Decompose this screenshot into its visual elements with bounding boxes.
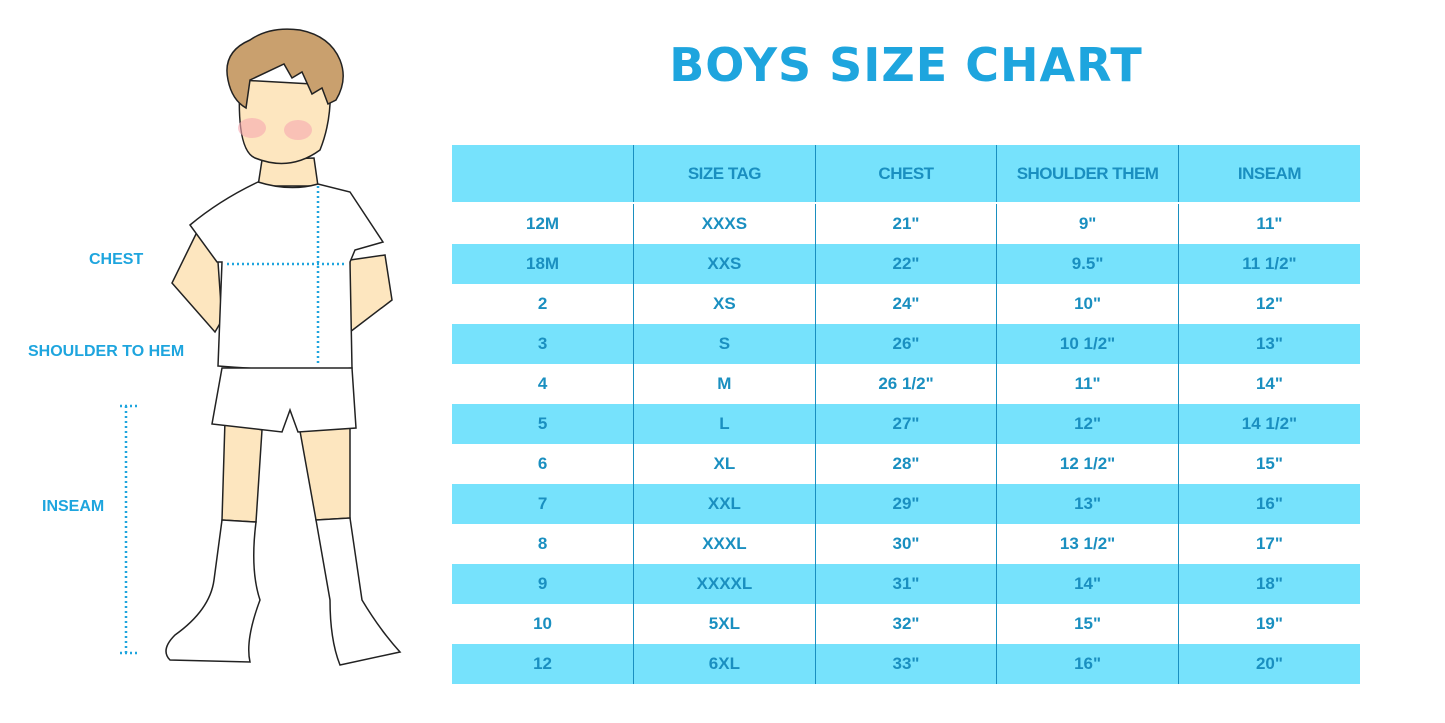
header-size-tag: SIZE TAG (633, 145, 816, 203)
cell-chest: 30" (814, 524, 997, 564)
cell-age: 6 (537, 454, 548, 473)
cell-chest: 28" (814, 444, 997, 484)
cell-age: 5 (452, 404, 634, 444)
cell-inseam: 20" (1177, 644, 1360, 684)
table-row: 18M XXS 22" 9.5" 11 1/2" (452, 244, 1360, 284)
cell-chest: 24" (814, 284, 997, 324)
cell-size-tag: 6XL (633, 644, 816, 684)
cell-size-tag: XXXS (633, 202, 816, 244)
cell-inseam: 13" (1177, 324, 1360, 364)
cell-size-tag: M (633, 364, 816, 404)
table-row: 8 XXXL 30" 13 1/2" 17" (452, 524, 1360, 564)
table-row: 4 M 26 1/2" 11" 14" (452, 364, 1360, 404)
cell-inseam: 12" (1177, 284, 1360, 324)
cell-shoulder: 10" (996, 284, 1179, 324)
table-row: 9 XXXXL 31" 14" 18" (452, 564, 1360, 604)
header-shoulder: SHOULDER THEM (996, 145, 1179, 203)
cell-shoulder: 9" (996, 202, 1179, 244)
cell-age: 9 (452, 564, 634, 604)
cell-shoulder: 16" (996, 644, 1179, 684)
cell-chest: 21" (814, 202, 997, 244)
cell-age: 12M (452, 202, 634, 244)
table-row: 3 S 26" 10 1/2" 13" (452, 324, 1360, 364)
cell-age: 3 (452, 324, 634, 364)
cell-size-tag: XS (633, 284, 816, 324)
cell-shoulder: 13 1/2" (996, 524, 1179, 564)
cell-size-tag: XXL (633, 484, 816, 524)
cell-inseam: 11" (1177, 202, 1360, 244)
table-row: 10 5XL 32" 15" 19" (452, 604, 1360, 644)
cell-chest: 29" (814, 484, 997, 524)
cell-age: 18M (452, 244, 634, 284)
header-chest: CHEST (814, 145, 997, 203)
cell-size-tag: 5XL (633, 604, 816, 644)
cell-size-tag: XXXL (633, 524, 816, 564)
cell-chest: 22" (814, 244, 997, 284)
cell-age: 7 (452, 484, 634, 524)
cell-inseam: 18" (1177, 564, 1360, 604)
header-age (452, 145, 634, 203)
cell-size-tag: XXS (633, 244, 816, 284)
table-row: 2 XS 24" 10" 12" (452, 284, 1360, 324)
cell-age: 4 (537, 374, 548, 393)
cell-shoulder: 13" (996, 484, 1179, 524)
chest-label: CHEST (89, 251, 144, 268)
cell-size-tag: XXXXL (633, 564, 816, 604)
shoulder-to-hem-label: SHOULDER TO HEM (28, 343, 185, 360)
cell-age: 12 (452, 644, 634, 684)
cell-size-tag: XL (633, 444, 816, 484)
cell-inseam: 15" (1177, 444, 1360, 484)
cell-age: 10 (533, 614, 552, 633)
cell-inseam: 17" (1177, 524, 1360, 564)
cell-size-tag: L (633, 404, 816, 444)
cell-chest: 33" (814, 644, 997, 684)
header-inseam: INSEAM (1177, 145, 1360, 203)
boy-illustration (120, 28, 402, 666)
cell-inseam: 14" (1177, 364, 1360, 404)
cell-age: 2 (537, 294, 548, 313)
cell-shoulder: 12" (996, 404, 1179, 444)
cell-size-tag: S (633, 324, 816, 364)
cell-chest: 32" (814, 604, 997, 644)
cell-age: 8 (537, 534, 548, 553)
table-row: 6 XL 28" 12 1/2" 15" (452, 444, 1360, 484)
table-header-row: SIZE TAG CHEST SHOULDER THEM INSEAM (452, 145, 1360, 203)
page-title: BOYS SIZE CHART (669, 38, 1143, 92)
cell-shoulder: 9.5" (996, 244, 1179, 284)
cell-inseam: 19" (1177, 604, 1360, 644)
cell-shoulder: 12 1/2" (996, 444, 1179, 484)
cell-chest: 26" (814, 324, 997, 364)
cell-shoulder: 14" (996, 564, 1179, 604)
cell-chest: 31" (814, 564, 997, 604)
cell-inseam: 14 1/2" (1177, 404, 1360, 444)
size-chart-table: SIZE TAG CHEST SHOULDER THEM INSEAM 12M X… (452, 145, 1360, 684)
cell-shoulder: 15" (996, 604, 1179, 644)
table-row: 7 XXL 29" 13" 16" (452, 484, 1360, 524)
table-row: 12 6XL 33" 16" 20" (452, 644, 1360, 684)
cell-shoulder: 11" (996, 364, 1179, 404)
cell-inseam: 11 1/2" (1177, 244, 1360, 284)
cell-shoulder: 10 1/2" (996, 324, 1179, 364)
cell-chest: 27" (814, 404, 997, 444)
cell-inseam: 16" (1177, 484, 1360, 524)
inseam-label: INSEAM (42, 498, 105, 515)
cell-chest: 26 1/2" (814, 364, 997, 404)
table-row: 5 L 27" 12" 14 1/2" (452, 404, 1360, 444)
table-row: 12M XXXS 21" 9" 11" (452, 202, 1360, 244)
